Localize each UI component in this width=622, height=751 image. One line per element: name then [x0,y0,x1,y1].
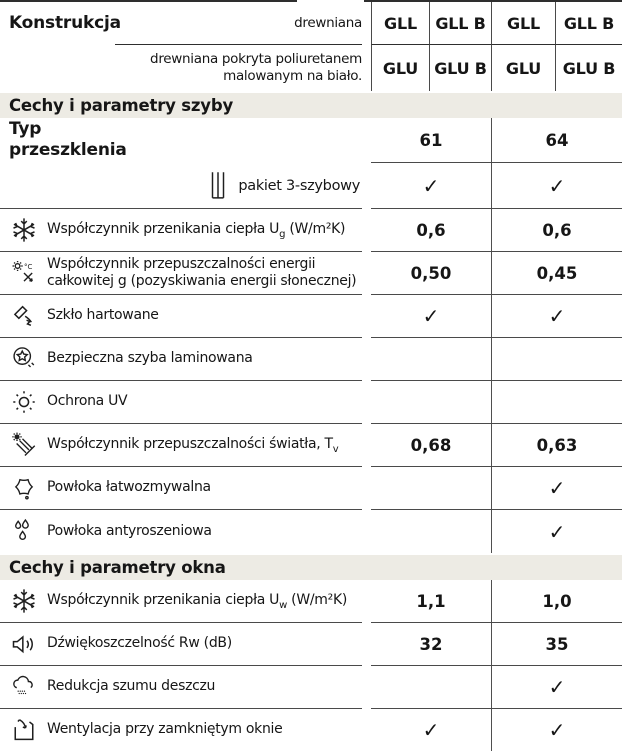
triple-glazing-values: ✓ ✓ [371,163,622,209]
value-cell: ✓ [491,510,622,553]
model-cell: GLL B [555,2,622,45]
table-row: Powłoka łatwozmywalna ✓ [0,467,622,510]
value-cell: 61 [419,130,443,150]
row-label: Szkło hartowane [47,307,159,324]
glass-parameters-rows: Współczynnik przenikania ciepła Ug (W/m²… [0,209,622,553]
header-gap [362,45,371,91]
table-row: Współczynnik przenikania ciepła Uw (W/m²… [0,580,622,623]
table-row: Powłoka antyroszeniowa ✓ [0,510,622,553]
table-row: Współczynnik przepuszczalności światła, … [0,424,622,467]
easy-clean-coating-icon [0,474,47,502]
section-title: Cechy i parametry okna [9,558,226,577]
speaker-icon [0,630,47,658]
value-cell [491,338,622,380]
model-cell: GLU B [555,45,622,91]
glazing-type-row: Typ przeszklenia 61 64 [0,118,622,163]
value-cell [371,467,491,509]
value-cell: ✓ [491,666,622,708]
material-wood-label: drewniana [115,2,362,45]
value-cell: 0,63 [491,424,622,466]
value-cell: ✓ [491,467,622,509]
table-row: °C Współczynnik przepuszczalności energi… [0,252,622,295]
value-cell: 0,6 [491,209,622,251]
model-cell: GLL [371,2,429,45]
row-label: Wentylacja przy zamkniętym oknie [47,721,283,738]
row-label: Współczynnik przenikania ciepła Uw (W/m²… [47,592,347,612]
table-row: Dźwiękoszczelność Rw (dB) 32 35 [0,623,622,666]
section-header-window: Cechy i parametry okna [0,555,622,580]
value-cell: ✓ [491,295,622,337]
triple-glazing-icon [207,169,229,203]
row-label: Współczynnik przepuszczalności światła, … [47,436,339,456]
glazing-type-values: 61 64 [371,118,622,163]
value-cell [491,381,622,423]
value-cell: 0,6 [416,220,446,240]
top-border-left [0,0,297,2]
value-cell: 0,45 [491,252,622,294]
value-cell: ✓ [422,173,440,198]
svg-text:°C: °C [24,263,32,271]
laminated-glass-icon [0,345,47,373]
triple-glazing-label: pakiet 3-szybowy [238,177,360,194]
table-row: Redukcja szumu deszczu ✓ [0,666,622,709]
model-cell: GLU [491,45,555,91]
sun-temperature-icon: °C [0,259,47,287]
snowflake-icon [0,216,47,244]
value-cell [371,338,491,380]
window-parameters-rows: Współczynnik przenikania ciepła Uw (W/m²… [0,580,622,751]
value-cell [371,510,491,553]
value-cell [371,381,491,423]
hammer-icon [0,302,47,330]
triple-glazing-label-group: pakiet 3-szybowy [0,163,362,209]
section-title: Cechy i parametry szyby [9,96,233,115]
value-cell: 32 [419,634,443,654]
model-cell: GLL B [429,2,491,45]
row-label: Redukcja szumu deszczu [47,678,216,695]
value-cell: 1,1 [416,591,446,611]
value-cell: 0,50 [410,263,452,283]
value-cell: ✓ [422,304,440,328]
table-row: Szkło hartowane ✓ ✓ [0,295,622,338]
row-label: Współczynnik przepuszczalności energii c… [47,255,357,290]
model-cell: GLU B [429,45,491,91]
row-label: Powłoka antyroszeniowa [47,522,212,539]
value-cell: 1,0 [491,580,622,622]
value-cell: 35 [491,623,622,665]
snowflake-icon [0,587,47,615]
model-cell: GLU [371,45,429,91]
row-label: Ochrona UV [47,393,128,410]
value-cell: ✓ [491,163,622,208]
table-row: Ochrona UV [0,381,622,424]
rain-cloud-icon [0,673,47,701]
material-polyurethane-label: drewniana pokryta poliuretanem malowanym… [150,51,362,84]
sun-uv-icon [0,388,47,416]
glazing-type-label: Typ przeszklenia [9,119,127,160]
row-label: Bezpieczna szyba laminowana [47,350,253,367]
window-ventilation-icon [0,716,47,744]
top-border-right [364,0,622,2]
anti-dew-coating-icon [0,518,47,546]
light-transmittance-icon [0,431,47,459]
value-cell [371,666,491,708]
row-label: Dźwiękoszczelność Rw (dB) [47,635,232,652]
construction-header: Konstrukcja drewniana GLL GLL B GLL GLL … [0,2,622,91]
value-cell: 64 [491,118,622,162]
value-cell: ✓ [422,718,440,742]
model-cell: GLL [491,2,555,45]
value-cell: 0,68 [410,435,452,455]
row-label: Współczynnik przenikania ciepła Ug (W/m²… [47,221,346,241]
header-empty-cell [0,45,115,91]
row-label: Powłoka łatwozmywalna [47,479,211,496]
construction-label: Konstrukcja [9,13,121,33]
triple-glazing-row: pakiet 3-szybowy ✓ ✓ [0,163,622,209]
table-row: Współczynnik przenikania ciepła Ug (W/m²… [0,209,622,252]
header-gap [362,2,371,45]
value-cell: ✓ [491,709,622,751]
table-row: Wentylacja przy zamkniętym oknie ✓ ✓ [0,709,622,751]
section-header-glass: Cechy i parametry szyby [0,93,622,118]
table-row: Bezpieczna szyba laminowana [0,338,622,381]
